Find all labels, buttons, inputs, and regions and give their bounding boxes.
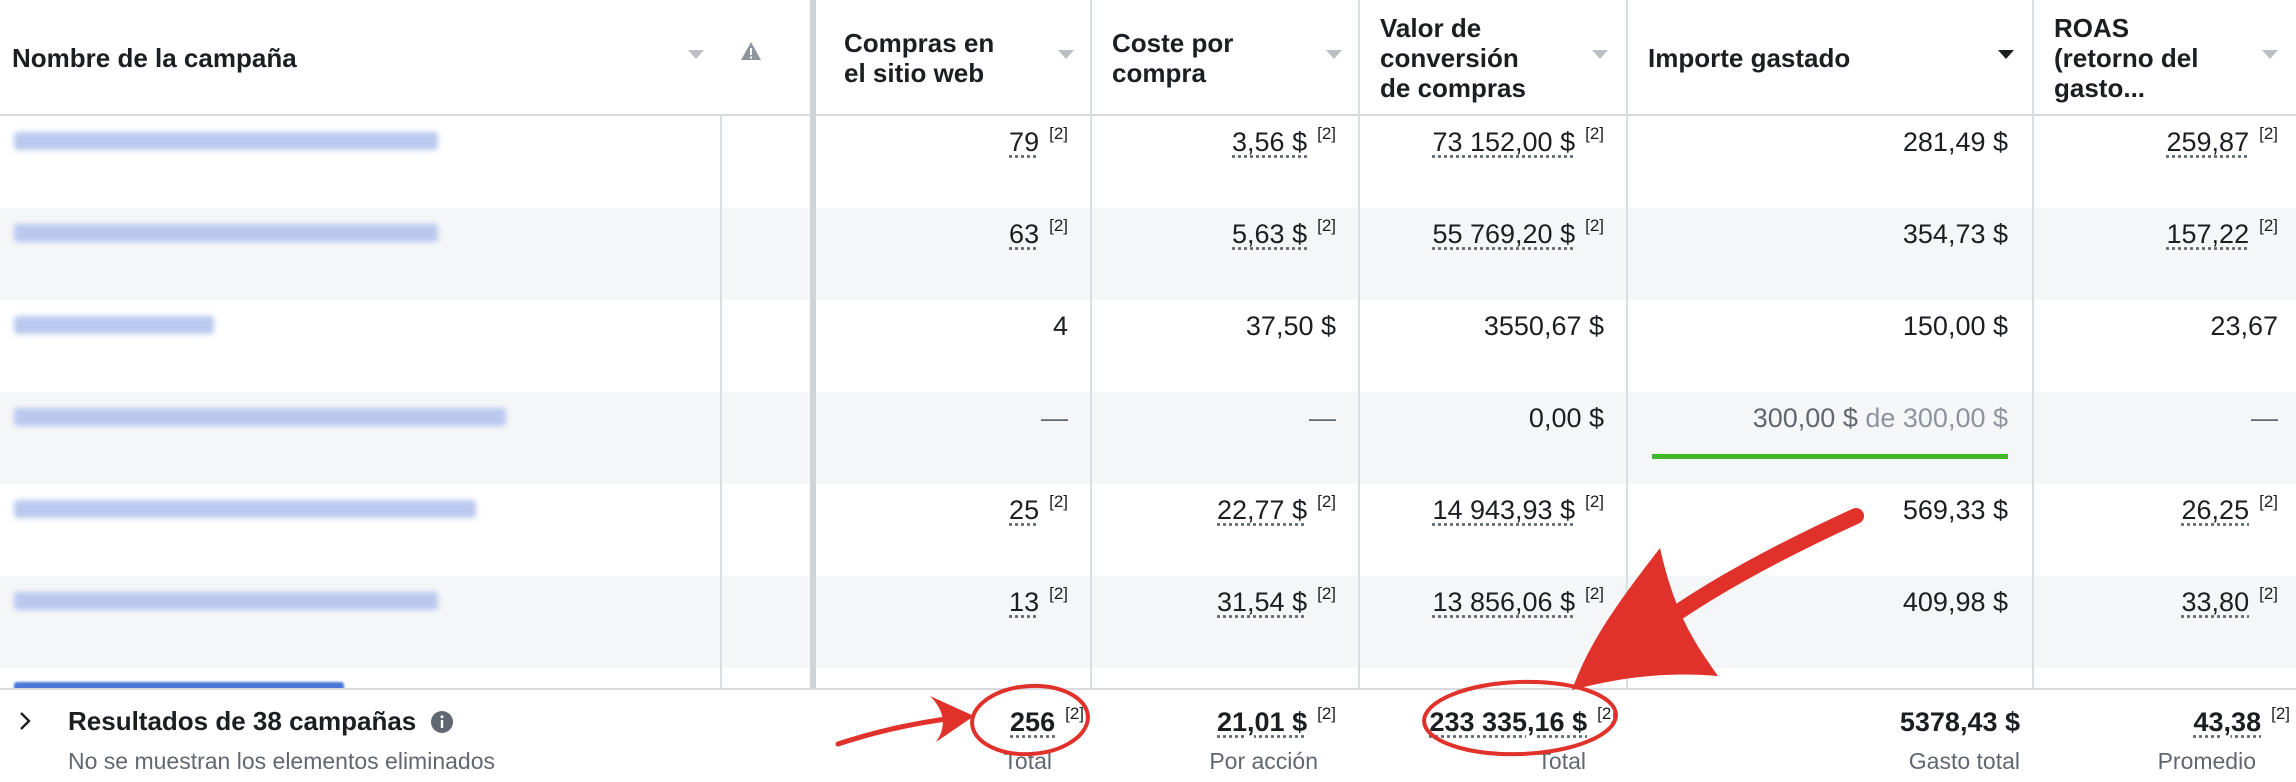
chevron-right-icon[interactable]	[14, 710, 36, 732]
header-label: Importe gastado	[1648, 43, 1851, 73]
campaign-name-link[interactable]	[14, 672, 344, 688]
header-label: Compras en el sitio web	[844, 28, 995, 88]
total-purchases: 256 [2]	[1010, 704, 1084, 737]
total-conversion-value: 233 335,16 $ [2]	[1429, 704, 1616, 737]
table-row[interactable]: 4 37,50 $ 3550,67 $ 150,00 $ 23,67	[0, 300, 2296, 392]
cost-cell: 5,63 $ [2]	[1232, 216, 1336, 249]
roas-cell: —	[2251, 402, 2278, 433]
table-row[interactable]: — — 0,00 $ 300,00 $ de 300,00 $ —	[0, 392, 2296, 484]
spent-cell: 354,73 $	[1902, 218, 2008, 249]
budget-progress-bar	[1652, 454, 2008, 459]
frozen-column-divider[interactable]	[810, 0, 816, 782]
purchases-cell: —	[1041, 402, 1068, 433]
purchases-cell: 79 [2]	[1009, 124, 1068, 157]
caption-average: Promedio	[2157, 748, 2256, 774]
cost-cell: 22,77 $ [2]	[1217, 492, 1336, 525]
sort-caret-icon[interactable]	[1326, 50, 1342, 59]
purchases-cell: 13 [2]	[1009, 584, 1068, 617]
table-row[interactable]: 79 [2] 3,56 $ [2] 73 152,00 $ [2] 281,49 $ …	[0, 116, 2296, 208]
column-divider	[1358, 0, 1360, 782]
header-label: ROAS (retorno del gasto...	[2054, 13, 2199, 103]
roas-cell: 157,22 [2]	[2166, 216, 2279, 249]
caption-total: Total	[1003, 748, 1052, 774]
header-purchases[interactable]: Compras en el sitio web	[844, 0, 994, 116]
column-divider	[1626, 0, 1628, 782]
purchases-cell: 4	[1052, 310, 1068, 341]
results-title: Resultados de 38 campañas	[68, 706, 417, 736]
caption-per-action: Por acción	[1209, 748, 1318, 774]
header-amount-spent[interactable]: Importe gastado	[1648, 0, 1850, 116]
sort-caret-icon[interactable]	[1058, 50, 1074, 59]
results-subtitle: No se muestran los elementos eliminados	[68, 748, 495, 774]
sort-caret-icon[interactable]	[2262, 50, 2278, 59]
table-row[interactable]: 25 [2] 22,77 $ [2] 14 943,93 $ [2] 569,33 $…	[0, 484, 2296, 576]
campaign-name-link[interactable]	[14, 398, 506, 436]
sort-caret-icon[interactable]	[1998, 50, 2014, 59]
campaign-name-link[interactable]	[14, 582, 438, 620]
spent-cell: 569,33 $	[1902, 494, 2008, 525]
spent-cell: 281,49 $	[1902, 126, 2008, 157]
purchases-cell: 25 [2]	[1009, 492, 1068, 525]
caption-total: Total	[1537, 748, 1586, 774]
header-campaign-name[interactable]: Nombre de la campaña	[12, 0, 297, 116]
table-row[interactable]: 63 [2] 5,63 $ [2] 55 769,20 $ [2] 354,73 $ …	[0, 208, 2296, 300]
average-roas: 43,38 [2]	[2193, 704, 2290, 737]
header-roas[interactable]: ROAS (retorno del gasto...	[2054, 0, 2198, 116]
table-row[interactable]: 13 [2] 31,54 $ [2] 13 856,06 $ [2] 409,98 $…	[0, 576, 2296, 668]
roas-cell: 26,25 [2]	[2181, 492, 2278, 525]
spent-cell: 409,98 $	[1902, 586, 2008, 617]
campaign-name-link[interactable]	[14, 306, 214, 344]
spent-cell: 150,00 $	[1902, 310, 2008, 341]
campaign-name-link[interactable]	[14, 490, 476, 528]
caption-total-spend: Gasto total	[1908, 748, 2020, 774]
value-cell: 73 152,00 $ [2]	[1432, 124, 1604, 157]
value-cell: 0,00 $	[1528, 402, 1604, 433]
info-icon[interactable]	[430, 710, 454, 734]
table-row[interactable]	[0, 668, 2296, 688]
value-cell: 14 943,93 $ [2]	[1432, 492, 1604, 525]
cost-cell: 37,50 $	[1245, 310, 1336, 341]
purchases-cell: 63 [2]	[1009, 216, 1068, 249]
header-conversion-value[interactable]: Valor de conversión de compras	[1380, 0, 1526, 116]
header-label: Valor de conversión de compras	[1380, 13, 1526, 103]
column-divider	[720, 116, 722, 782]
header-label: Nombre de la campaña	[12, 43, 297, 73]
spent-cell: 300,00 $ de 300,00 $	[1752, 402, 2008, 433]
campaign-name-link[interactable]	[14, 214, 438, 252]
results-summary-row: Resultados de 38 campañas No se muestran…	[0, 688, 2296, 782]
cost-cell: 3,56 $ [2]	[1232, 124, 1336, 157]
campaign-name-link[interactable]	[14, 122, 438, 160]
total-amount-spent: 5378,43 $	[1899, 706, 2020, 737]
column-divider	[2032, 0, 2034, 782]
cost-cell: 31,54 $ [2]	[1217, 584, 1336, 617]
total-cost-per-purchase: 21,01 $ [2]	[1217, 704, 1336, 737]
roas-cell: 259,87 [2]	[2166, 124, 2279, 157]
sort-caret-icon[interactable]	[1592, 50, 1608, 59]
warning-icon[interactable]	[740, 40, 762, 62]
header-cost-per-purchase[interactable]: Coste por compra	[1112, 0, 1233, 116]
cost-cell: —	[1309, 402, 1336, 433]
column-divider	[1090, 0, 1092, 782]
header-label: Coste por compra	[1112, 28, 1234, 88]
value-cell: 3550,67 $	[1483, 310, 1604, 341]
value-cell: 13 856,06 $ [2]	[1432, 584, 1604, 617]
roas-cell: 33,80 [2]	[2181, 584, 2278, 617]
sort-caret-icon[interactable]	[688, 50, 704, 59]
roas-cell: 23,67	[2210, 310, 2278, 341]
table-header: Nombre de la campaña Compras en el sitio…	[0, 0, 2296, 116]
value-cell: 55 769,20 $ [2]	[1432, 216, 1604, 249]
